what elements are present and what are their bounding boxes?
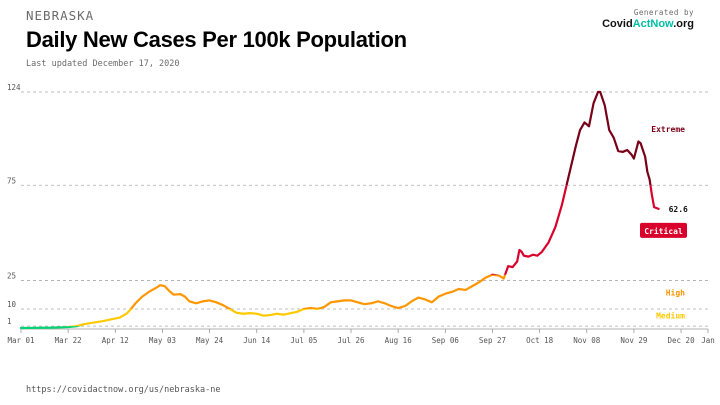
zone-label-medium: Medium xyxy=(656,310,685,320)
x-tick-label: Mar 22 xyxy=(55,336,82,345)
x-tick-label: Jul 05 xyxy=(290,336,317,345)
brand-badge[interactable]: Generated by CovidActNow.org xyxy=(602,8,694,30)
x-tick-label: Jun 14 xyxy=(243,336,271,345)
y-tick-label: 75 xyxy=(7,176,16,185)
x-tick-label: May 24 xyxy=(196,336,224,345)
x-tick-label: May 03 xyxy=(149,336,176,345)
y-tick-label: 1 xyxy=(7,317,12,326)
series-line-low xyxy=(19,326,82,330)
series-line-critical xyxy=(489,185,660,275)
x-tick-label: Jan xyxy=(701,336,715,345)
x-tick-label: Sep 27 xyxy=(479,336,506,345)
logo-part-org: .org xyxy=(673,18,694,30)
page-title: Daily New Cases Per 100k Population xyxy=(26,27,407,52)
last-updated: Last updated December 17, 2020 xyxy=(26,59,180,69)
last-value-label: 62.6 xyxy=(669,205,688,214)
series-line-medium xyxy=(64,308,399,327)
y-tick-label: 25 xyxy=(7,271,16,280)
x-tick-label: Nov 08 xyxy=(573,336,601,345)
logo-part-covid: Covid xyxy=(602,18,633,30)
y-tick-label: 124 xyxy=(7,83,21,92)
zone-label-high: High xyxy=(666,288,685,298)
x-tick-label: Apr 12 xyxy=(102,336,129,345)
covidactnow-logo[interactable]: CovidActNow.org xyxy=(602,18,694,30)
series-line-high xyxy=(129,274,507,309)
page-url[interactable]: https://covidactnow.org/us/nebraska-ne xyxy=(26,385,221,395)
critical-badge-label: Critical xyxy=(644,226,683,236)
x-tick-label: Jul 26 xyxy=(337,336,365,345)
critical-badge xyxy=(640,222,687,238)
x-tick-label: Oct 18 xyxy=(526,336,554,345)
x-tick-label: Sep 06 xyxy=(432,336,460,345)
x-tick-label: Mar 01 xyxy=(7,336,34,345)
x-tick-label: Aug 16 xyxy=(385,336,413,345)
generated-by-label: Generated by xyxy=(633,8,694,17)
x-tick-label: Dec 20 xyxy=(668,336,696,345)
logo-part-actnow: ActNow xyxy=(632,18,674,30)
zone-label-extreme: Extreme xyxy=(651,125,685,134)
y-tick-label: 10 xyxy=(7,300,17,309)
x-tick-label: Nov 29 xyxy=(620,336,647,345)
state-label: NEBRASKA xyxy=(26,8,95,23)
series-line-extreme xyxy=(565,90,652,186)
